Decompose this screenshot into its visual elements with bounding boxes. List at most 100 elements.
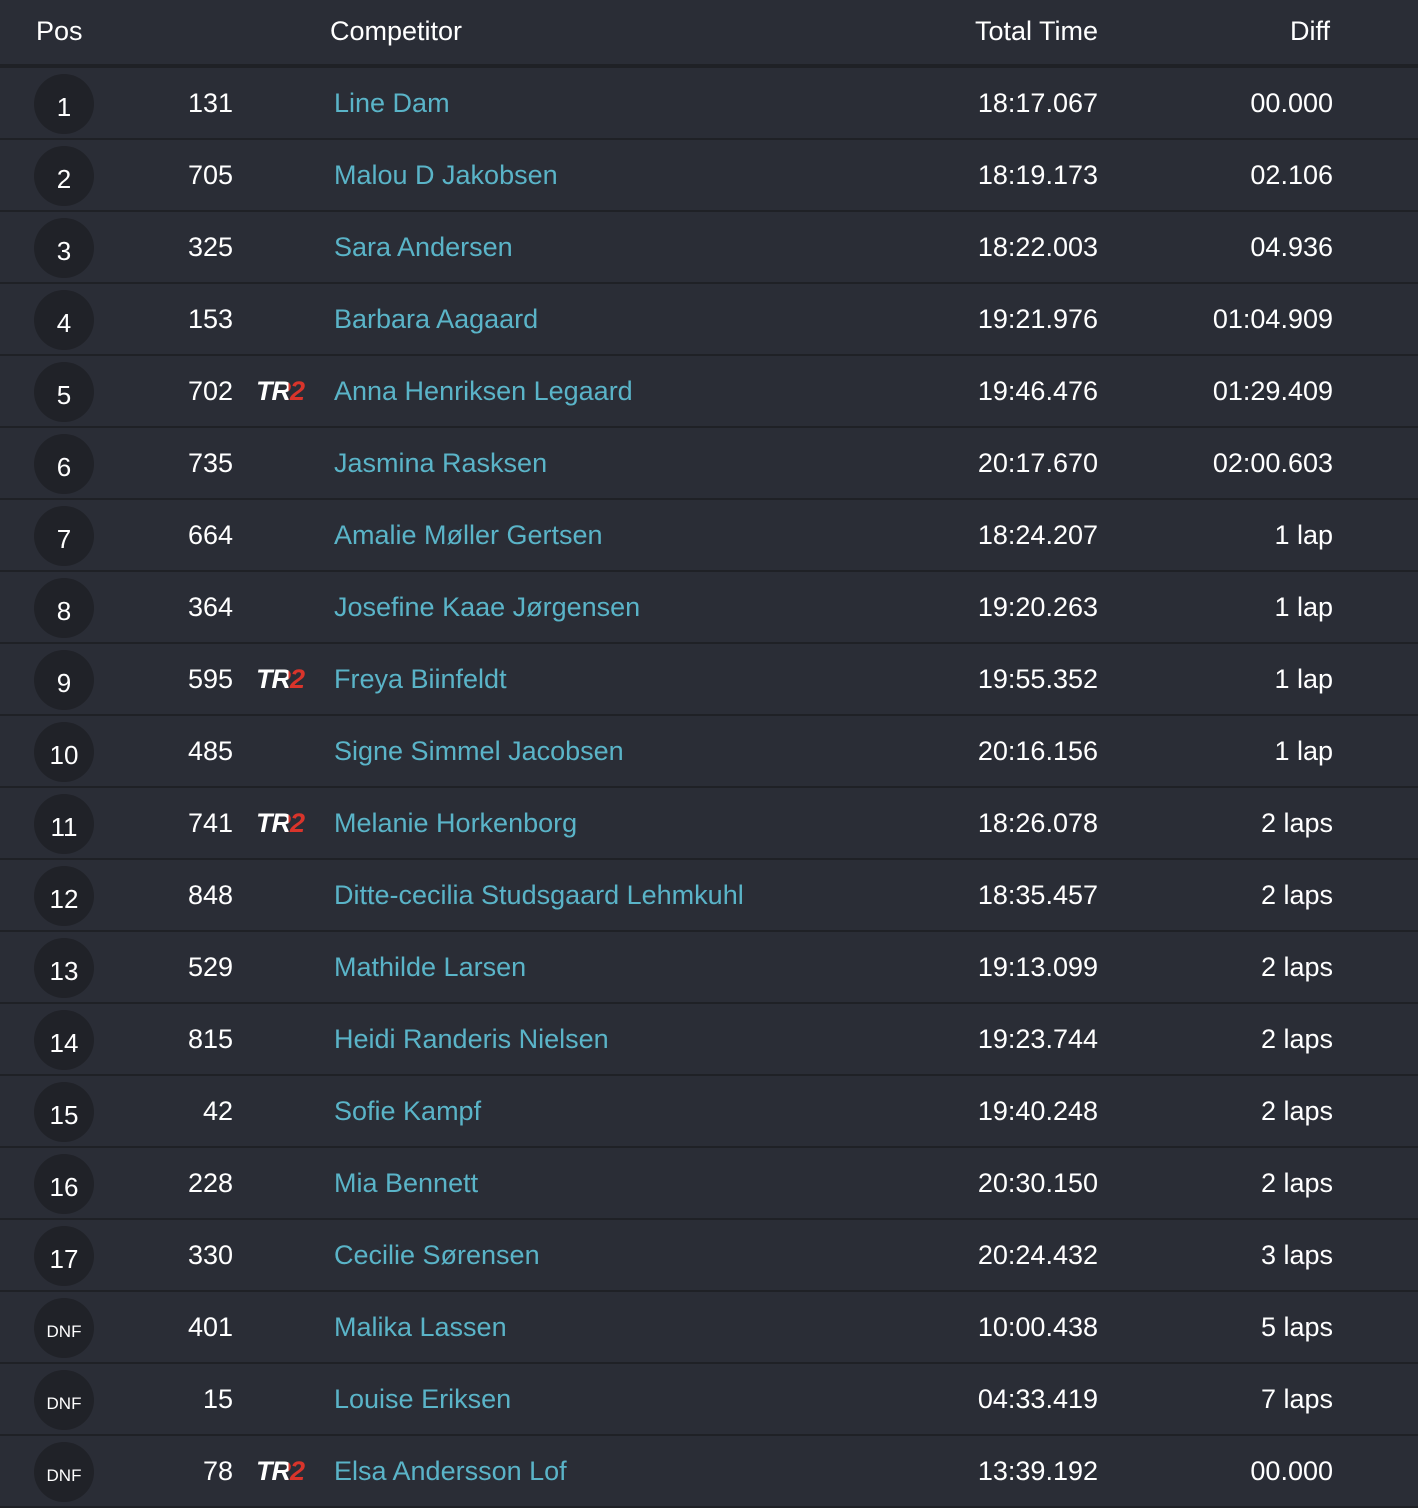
total-time: 10:00.438 — [977, 1312, 1098, 1342]
start-number: 485 — [187, 736, 233, 766]
start-number: 228 — [187, 1168, 233, 1198]
table-row[interactable]: 9 595 TR2 Freya Biinfeldt 19:55.352 1 la… — [0, 644, 1418, 716]
diff: 02:00.603 — [1212, 448, 1333, 478]
position-badge: 5 — [34, 362, 94, 422]
competitor-link[interactable]: Sofie Kampf — [334, 1096, 482, 1126]
diff: 2 laps — [1260, 1096, 1333, 1126]
total-time: 19:40.248 — [977, 1096, 1098, 1126]
competitor-link[interactable]: Barbara Aagaard — [334, 304, 539, 334]
competitor-link[interactable]: Signe Simmel Jacobsen — [334, 736, 624, 766]
competitor-link[interactable]: Sara Andersen — [334, 232, 513, 262]
start-number: 705 — [187, 160, 233, 190]
diff: 1 lap — [1274, 664, 1333, 694]
table-row[interactable]: 12 848 Ditte-cecilia Studsgaard Lehmkuhl… — [0, 860, 1418, 932]
competitor-link[interactable]: Ditte-cecilia Studsgaard Lehmkuhl — [334, 880, 744, 910]
start-number: 735 — [187, 448, 233, 478]
competitor-link[interactable]: Amalie Møller Gertsen — [334, 520, 603, 550]
total-time: 20:24.432 — [977, 1240, 1098, 1270]
table-row[interactable]: 15 42 Sofie Kampf 19:40.248 2 laps — [0, 1076, 1418, 1148]
position-badge: 8 — [34, 578, 94, 638]
competitor-link[interactable]: Louise Eriksen — [334, 1384, 512, 1414]
diff: 2 laps — [1260, 952, 1333, 982]
competitor-link[interactable]: Elsa Andersson Lof — [334, 1456, 567, 1486]
competitor-link[interactable]: Freya Biinfeldt — [334, 664, 507, 694]
table-row[interactable]: 7 664 Amalie Møller Gertsen 18:24.207 1 … — [0, 500, 1418, 572]
table-row[interactable]: 2 705 Malou D Jakobsen 18:19.173 02.106 — [0, 140, 1418, 212]
start-number: 595 — [187, 664, 233, 694]
total-time: 19:46.476 — [977, 376, 1098, 406]
header-diff: Diff — [1289, 16, 1330, 46]
diff: 04.936 — [1250, 232, 1333, 262]
results-header: Pos Competitor Total Time Diff — [0, 0, 1418, 68]
start-number: 78 — [202, 1456, 233, 1486]
team-badge-tr2: TR2 — [256, 808, 307, 839]
total-time: 18:17.067 — [977, 88, 1098, 118]
position-badge: 7 — [34, 506, 94, 566]
position-badge: 9 — [34, 650, 94, 710]
competitor-link[interactable]: Cecilie Sørensen — [334, 1240, 540, 1270]
table-row[interactable]: DNF 401 Malika Lassen 10:00.438 5 laps — [0, 1292, 1418, 1364]
table-row[interactable]: 17 330 Cecilie Sørensen 20:24.432 3 laps — [0, 1220, 1418, 1292]
total-time: 19:23.744 — [977, 1024, 1098, 1054]
competitor-link[interactable]: Heidi Randeris Nielsen — [334, 1024, 609, 1054]
position-badge: 14 — [34, 1010, 94, 1070]
total-time: 20:16.156 — [977, 736, 1098, 766]
diff: 01:29.409 — [1212, 376, 1333, 406]
team-badge-tr2: TR2 — [256, 376, 307, 407]
diff: 02.106 — [1250, 160, 1333, 190]
total-time: 20:30.150 — [977, 1168, 1098, 1198]
position-badge: 17 — [34, 1226, 94, 1286]
diff: 2 laps — [1260, 808, 1333, 838]
table-row[interactable]: 16 228 Mia Bennett 20:30.150 2 laps — [0, 1148, 1418, 1220]
table-row[interactable]: 1 131 Line Dam 18:17.067 00.000 — [0, 68, 1418, 140]
start-number: 401 — [187, 1312, 233, 1342]
start-number: 131 — [187, 88, 233, 118]
competitor-link[interactable]: Malika Lassen — [334, 1312, 507, 1342]
total-time: 19:21.976 — [977, 304, 1098, 334]
total-time: 19:13.099 — [977, 952, 1098, 982]
table-row[interactable]: 14 815 Heidi Randeris Nielsen 19:23.744 … — [0, 1004, 1418, 1076]
table-row[interactable]: 10 485 Signe Simmel Jacobsen 20:16.156 1… — [0, 716, 1418, 788]
position-badge: 10 — [34, 722, 94, 782]
competitor-link[interactable]: Melanie Horkenborg — [334, 808, 578, 838]
table-row[interactable]: DNF 78 TR2 Elsa Andersson Lof 13:39.192 … — [0, 1436, 1418, 1508]
position-badge: 6 — [34, 434, 94, 494]
position-badge: 15 — [34, 1082, 94, 1142]
position-badge: 11 — [34, 794, 94, 854]
competitor-link[interactable]: Anna Henriksen Legaard — [334, 376, 633, 406]
competitor-link[interactable]: Mathilde Larsen — [334, 952, 527, 982]
total-time: 20:17.670 — [977, 448, 1098, 478]
competitor-link[interactable]: Josefine Kaae Jørgensen — [334, 592, 641, 622]
position-badge: DNF — [34, 1442, 94, 1502]
total-time: 19:55.352 — [977, 664, 1098, 694]
table-row[interactable]: 11 741 TR2 Melanie Horkenborg 18:26.078 … — [0, 788, 1418, 860]
table-row[interactable]: DNF 15 Louise Eriksen 04:33.419 7 laps — [0, 1364, 1418, 1436]
competitor-link[interactable]: Malou D Jakobsen — [334, 160, 558, 190]
team-badge-tr2: TR2 — [256, 1456, 307, 1487]
table-row[interactable]: 4 153 Barbara Aagaard 19:21.976 01:04.90… — [0, 284, 1418, 356]
total-time: 18:26.078 — [977, 808, 1098, 838]
table-row[interactable]: 3 325 Sara Andersen 18:22.003 04.936 — [0, 212, 1418, 284]
table-row[interactable]: 13 529 Mathilde Larsen 19:13.099 2 laps — [0, 932, 1418, 1004]
table-row[interactable]: 6 735 Jasmina Rasksen 20:17.670 02:00.60… — [0, 428, 1418, 500]
diff: 5 laps — [1260, 1312, 1333, 1342]
diff: 2 laps — [1260, 880, 1333, 910]
total-time: 18:22.003 — [977, 232, 1098, 262]
competitor-link[interactable]: Line Dam — [334, 88, 450, 118]
results-list: 1 131 Line Dam 18:17.067 00.000 2 705 Ma… — [0, 68, 1418, 1508]
total-time: 18:35.457 — [977, 880, 1098, 910]
diff: 3 laps — [1260, 1240, 1333, 1270]
start-number: 848 — [187, 880, 233, 910]
start-number: 42 — [202, 1096, 233, 1126]
table-row[interactable]: 8 364 Josefine Kaae Jørgensen 19:20.263 … — [0, 572, 1418, 644]
start-number: 153 — [187, 304, 233, 334]
diff: 1 lap — [1274, 736, 1333, 766]
team-badge-tr2: TR2 — [256, 664, 307, 695]
diff: 2 laps — [1260, 1024, 1333, 1054]
position-badge: 1 — [34, 74, 94, 134]
competitor-link[interactable]: Jasmina Rasksen — [334, 448, 548, 478]
start-number: 15 — [202, 1384, 233, 1414]
table-row[interactable]: 5 702 TR2 Anna Henriksen Legaard 19:46.4… — [0, 356, 1418, 428]
position-badge: DNF — [34, 1370, 94, 1430]
competitor-link[interactable]: Mia Bennett — [334, 1168, 479, 1198]
